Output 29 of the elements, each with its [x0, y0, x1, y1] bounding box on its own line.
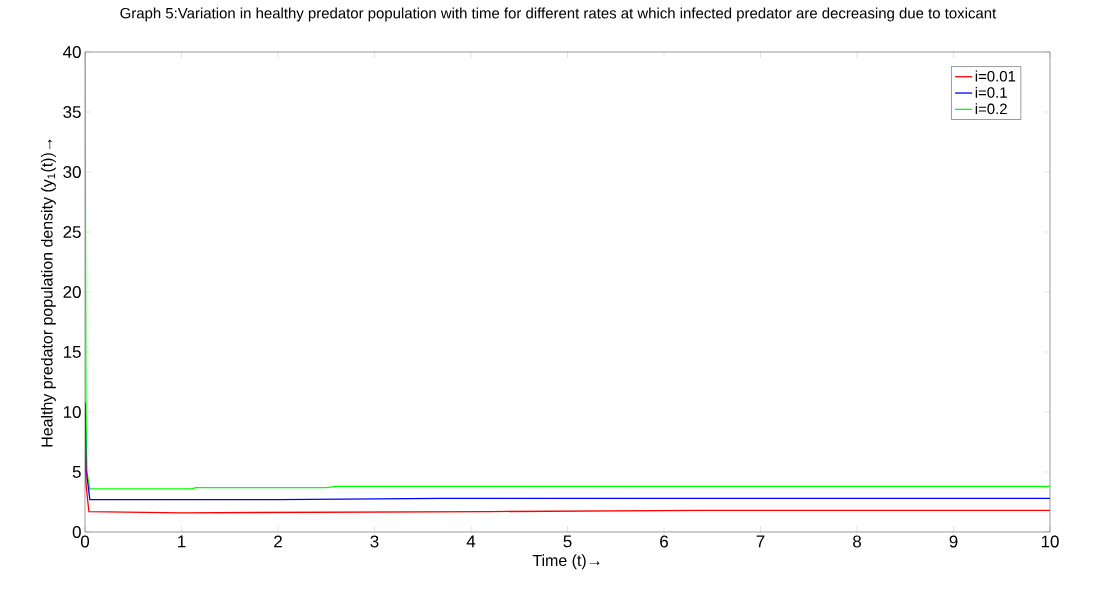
legend-label: i=0.01 — [975, 70, 1016, 82]
x-axis-title: Time (t)→ — [532, 554, 600, 570]
x-tick-label: 3 — [370, 535, 379, 548]
x-tick-label: 9 — [949, 535, 958, 548]
y-tick-label: 0 — [72, 525, 81, 538]
line-series — [85, 417, 1051, 514]
x-tick-label: 0 — [80, 535, 90, 548]
y-tick-label: 40 — [63, 45, 81, 58]
y-tick-label: 10 — [63, 405, 81, 418]
x-tick-label: 1 — [178, 535, 186, 548]
x-tick-label: 7 — [756, 535, 765, 548]
y-tick-label: 35 — [63, 105, 81, 118]
y-tick-label: 25 — [63, 225, 81, 238]
line-series — [85, 51, 1051, 490]
x-tick-label: 2 — [274, 535, 282, 548]
y-axis-title: Healthy predator population density (y$_{1}$(t))→ — [40, 139, 56, 447]
y-tick-label: 15 — [63, 346, 81, 358]
y-tick-label: 5 — [72, 466, 81, 478]
legend-label: i=0.1 — [975, 86, 1007, 98]
x-tick-label: 4 — [466, 535, 476, 548]
x-tick-label: 5 — [563, 535, 572, 548]
y-tick-label: 20 — [63, 285, 81, 298]
x-tick-label: 8 — [853, 535, 861, 548]
legend-label: i=0.2 — [975, 103, 1007, 115]
x-tick-label: 6 — [660, 535, 668, 548]
chart-title: Graph 5:Variation in healthy predator population with time for different rates at which infected predator are decreasing due to toxicant — [120, 7, 997, 22]
line-series — [85, 401, 1051, 501]
y-tick-label: 30 — [63, 165, 81, 178]
x-tick-label: 10 — [1041, 535, 1059, 548]
